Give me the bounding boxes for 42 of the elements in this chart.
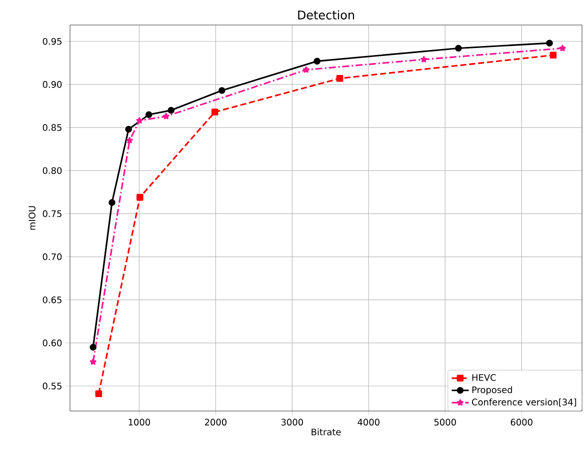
point [302, 66, 310, 73]
point [90, 344, 96, 351]
point [546, 40, 553, 46]
y-tick-label: 0.70 [42, 253, 62, 260]
point [314, 58, 320, 65]
x-tick-label: 1000 [128, 418, 150, 426]
x-tick-label: 5000 [434, 418, 456, 426]
chart-title: Detection [298, 10, 354, 20]
y-tick-label: 0.75 [42, 210, 62, 218]
y-tick-label: 0.80 [42, 167, 62, 174]
legend-label: Conference version[34] [472, 398, 576, 407]
legend-label: HEVC [472, 374, 496, 381]
point [168, 106, 174, 114]
y-tick-label: 0.85 [42, 124, 62, 131]
point [136, 117, 143, 124]
x-tick-label: 4000 [358, 418, 380, 426]
y-tick-label: 0.65 [42, 296, 62, 304]
point [108, 199, 116, 206]
point [162, 112, 170, 120]
y-axis-title: mIOU [28, 206, 36, 230]
point [145, 111, 152, 118]
x-tick-label: 2000 [204, 418, 226, 426]
point [136, 194, 144, 201]
point [336, 75, 344, 82]
y-tick-label: 0.95 [42, 38, 62, 45]
point [211, 108, 218, 116]
x-tick-label: 3000 [281, 418, 303, 426]
point [420, 56, 428, 62]
point [95, 390, 102, 398]
legend-label: Proposed [472, 386, 512, 395]
y-tick-label: 0.90 [42, 81, 62, 88]
y-tick-label: 0.55 [42, 382, 62, 390]
point [559, 44, 566, 52]
point [90, 358, 96, 365]
point [218, 87, 226, 94]
point [550, 52, 557, 59]
y-tick-label: 0.60 [42, 340, 62, 346]
point [455, 44, 462, 52]
point [125, 126, 132, 133]
point [126, 137, 133, 144]
x-tick-label: 6000 [510, 418, 532, 426]
x-axis-title: Bitrate [312, 428, 341, 436]
